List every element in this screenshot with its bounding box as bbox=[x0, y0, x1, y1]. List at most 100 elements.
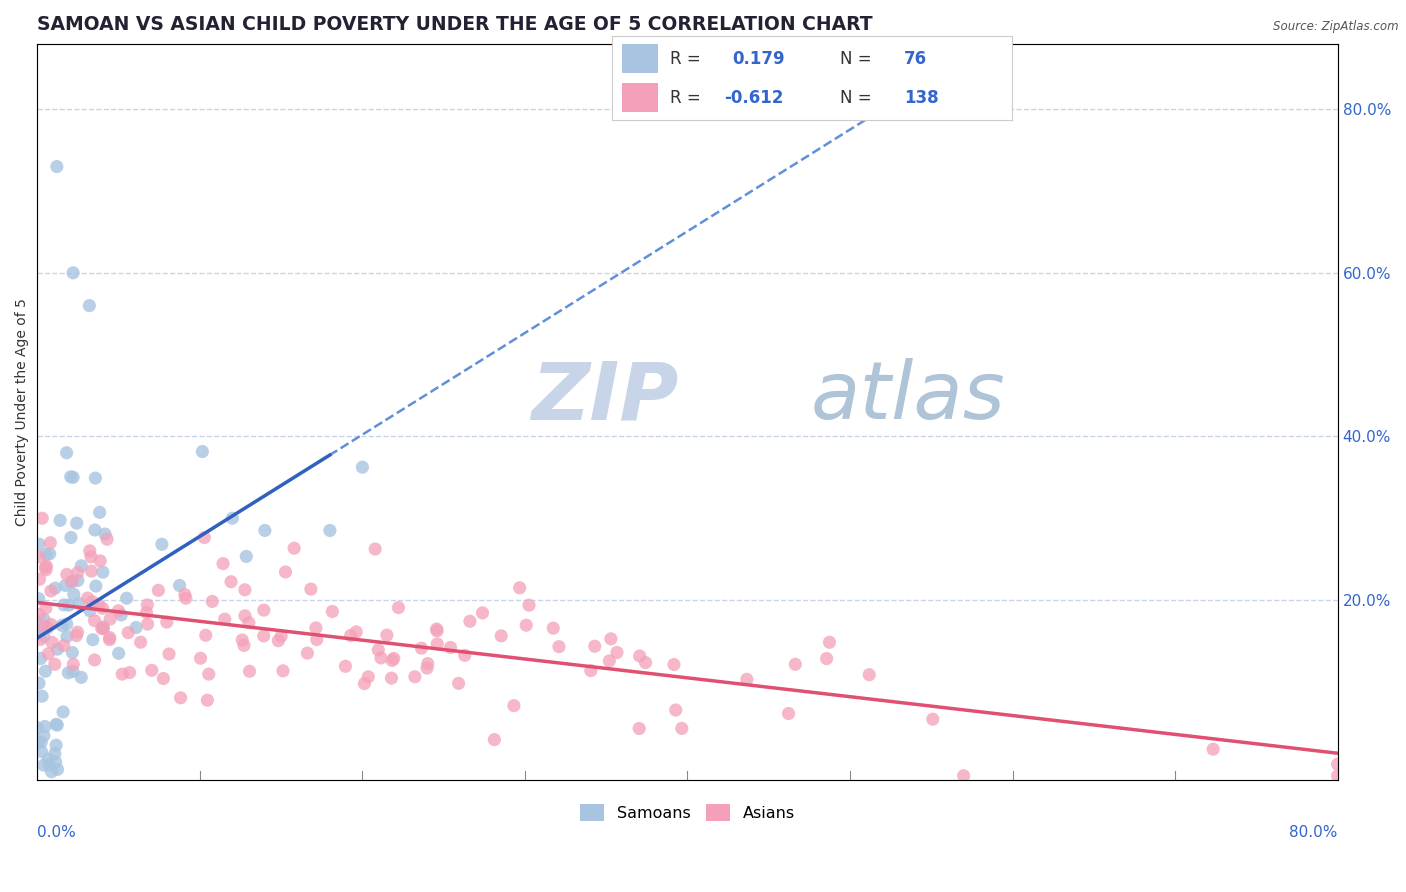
Point bbox=[65, 629, 87, 643]
Point bbox=[37, 752, 59, 766]
Point bbox=[28, 591, 51, 606]
Point bbox=[44, 581, 66, 595]
Point bbox=[89, 505, 111, 519]
Point bbox=[157, 647, 180, 661]
Point bbox=[515, 618, 537, 632]
Point bbox=[231, 633, 253, 648]
Point bbox=[32, 629, 55, 643]
Point bbox=[665, 703, 688, 717]
Point bbox=[30, 735, 52, 749]
Point bbox=[70, 670, 93, 684]
Point bbox=[662, 657, 685, 672]
Point bbox=[96, 533, 118, 547]
Point bbox=[32, 758, 55, 772]
Point bbox=[136, 617, 159, 632]
Text: atlas: atlas bbox=[811, 359, 1005, 436]
Point bbox=[84, 579, 107, 593]
Point bbox=[34, 560, 56, 574]
Point bbox=[253, 603, 276, 617]
Text: -0.612: -0.612 bbox=[724, 88, 783, 106]
Text: N =: N = bbox=[839, 88, 872, 106]
Point bbox=[253, 524, 276, 538]
Point bbox=[344, 624, 367, 639]
Point bbox=[321, 605, 343, 619]
Point bbox=[63, 587, 86, 601]
Point bbox=[117, 625, 139, 640]
Point bbox=[606, 645, 628, 659]
Point bbox=[815, 651, 838, 665]
Point bbox=[191, 444, 214, 458]
Point bbox=[150, 537, 173, 551]
Point bbox=[541, 621, 564, 635]
Point bbox=[439, 640, 461, 655]
Point bbox=[59, 531, 82, 545]
Point bbox=[82, 632, 104, 647]
Point bbox=[598, 654, 620, 668]
Point bbox=[52, 598, 75, 612]
Point bbox=[84, 523, 107, 537]
Point bbox=[45, 738, 67, 752]
Point bbox=[271, 664, 294, 678]
Point bbox=[458, 614, 481, 628]
Point bbox=[367, 643, 389, 657]
Point bbox=[628, 722, 651, 736]
Point bbox=[55, 446, 77, 460]
Point bbox=[335, 659, 357, 673]
Point bbox=[1202, 742, 1225, 756]
Point bbox=[238, 615, 260, 630]
Point bbox=[37, 647, 59, 661]
Point bbox=[66, 566, 89, 580]
Point bbox=[382, 651, 405, 665]
Point bbox=[31, 511, 53, 525]
Point bbox=[79, 299, 101, 313]
Point bbox=[416, 661, 439, 675]
Point bbox=[28, 537, 51, 551]
Point bbox=[283, 541, 305, 556]
Point bbox=[28, 607, 51, 622]
Point bbox=[219, 574, 242, 589]
Point bbox=[45, 717, 67, 731]
Point bbox=[27, 736, 49, 750]
Point bbox=[41, 635, 63, 649]
Point bbox=[233, 608, 256, 623]
Point bbox=[193, 531, 215, 545]
Point bbox=[56, 567, 79, 582]
Point bbox=[454, 648, 477, 663]
Point bbox=[1326, 757, 1348, 772]
Point bbox=[46, 763, 69, 777]
Point bbox=[148, 583, 170, 598]
Point bbox=[38, 757, 60, 772]
Point bbox=[28, 572, 51, 586]
Point bbox=[152, 672, 174, 686]
Point bbox=[319, 524, 342, 538]
Point bbox=[156, 615, 179, 629]
Point bbox=[233, 639, 256, 653]
Point bbox=[35, 601, 58, 615]
Text: N =: N = bbox=[839, 50, 872, 68]
Point bbox=[201, 594, 224, 608]
Point bbox=[41, 764, 63, 779]
Point bbox=[735, 673, 758, 687]
Y-axis label: Child Poverty Under the Age of 5: Child Poverty Under the Age of 5 bbox=[15, 298, 30, 525]
Point bbox=[39, 583, 62, 598]
Point bbox=[39, 617, 62, 632]
Point bbox=[98, 632, 121, 647]
Point bbox=[91, 565, 114, 579]
Point bbox=[80, 564, 103, 578]
Point bbox=[305, 621, 328, 635]
Point bbox=[83, 614, 105, 628]
Point bbox=[66, 574, 89, 588]
Point bbox=[28, 549, 51, 564]
Point bbox=[45, 160, 67, 174]
Point bbox=[129, 635, 152, 649]
Point bbox=[79, 544, 101, 558]
Point bbox=[426, 622, 449, 636]
Point bbox=[778, 706, 800, 721]
Point bbox=[37, 621, 59, 635]
Point bbox=[115, 591, 138, 606]
Text: SAMOAN VS ASIAN CHILD POVERTY UNDER THE AGE OF 5 CORRELATION CHART: SAMOAN VS ASIAN CHILD POVERTY UNDER THE … bbox=[38, 15, 873, 34]
Point bbox=[32, 729, 55, 743]
Point bbox=[51, 618, 73, 632]
Point bbox=[87, 598, 110, 612]
Point bbox=[30, 632, 52, 647]
